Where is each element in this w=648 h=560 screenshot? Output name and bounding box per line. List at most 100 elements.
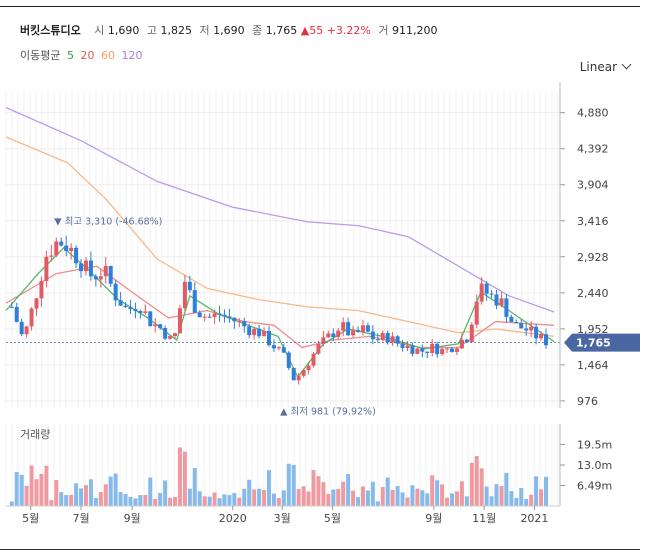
volume-label: 거 bbox=[378, 24, 389, 37]
volume-bar bbox=[484, 486, 489, 506]
volume-bar bbox=[390, 489, 395, 506]
candle-body bbox=[529, 326, 534, 331]
candle-body bbox=[168, 336, 173, 339]
candle-body bbox=[331, 333, 336, 338]
bottom-divider bbox=[0, 549, 640, 550]
candle-body bbox=[356, 330, 361, 332]
candle-body bbox=[435, 343, 440, 355]
volume-bar bbox=[19, 474, 24, 506]
volume-bar bbox=[276, 498, 281, 506]
candle-body bbox=[375, 339, 380, 341]
low-label: 저 bbox=[199, 24, 210, 37]
volume-tick-label: 6.49m bbox=[577, 480, 612, 493]
volume-bar bbox=[395, 486, 400, 506]
candle-body bbox=[385, 332, 390, 343]
candle-body bbox=[311, 353, 316, 366]
candle-body bbox=[454, 348, 459, 352]
volume-bar bbox=[222, 494, 227, 506]
candle-body bbox=[103, 265, 108, 277]
x-tick-label: 3월 bbox=[274, 512, 291, 525]
volume-bar bbox=[509, 491, 514, 506]
volume-bar bbox=[59, 492, 64, 506]
volume-bar bbox=[262, 489, 267, 506]
candle-body bbox=[395, 336, 400, 344]
candle-body bbox=[543, 334, 548, 346]
ma-legend-label: 이동평균 bbox=[20, 49, 61, 62]
volume-bar bbox=[311, 470, 316, 506]
quote-header: 버킷스튜디오 시 1,690 고 1,825 저 1,690 종 1,765 ▲… bbox=[20, 22, 438, 38]
candle-body bbox=[9, 306, 14, 308]
y-tick-label: 2,440 bbox=[577, 287, 609, 300]
volume-bar bbox=[242, 488, 247, 506]
volume-bar bbox=[331, 489, 336, 506]
last-price-tag bbox=[564, 333, 640, 352]
volume-bar bbox=[425, 493, 430, 506]
volume-bar bbox=[301, 486, 306, 506]
open-label: 시 bbox=[94, 24, 105, 37]
open-value: 1,690 bbox=[107, 24, 140, 37]
candle-body bbox=[405, 345, 410, 349]
candle-body bbox=[410, 345, 415, 354]
candlesticks bbox=[9, 235, 548, 385]
change-up-icon: ▲ bbox=[300, 24, 310, 37]
volume-bar bbox=[197, 491, 202, 506]
volume-bar bbox=[286, 463, 291, 506]
candle-body bbox=[148, 311, 153, 327]
volume-bar bbox=[153, 498, 158, 506]
volume-bar bbox=[9, 501, 14, 506]
scale-select[interactable]: Linear bbox=[580, 59, 632, 74]
volume-bar bbox=[168, 497, 173, 506]
volume-bar bbox=[454, 491, 459, 506]
candle-body bbox=[509, 316, 514, 322]
high-label: 고 bbox=[146, 24, 157, 37]
close-label: 종 bbox=[252, 24, 263, 37]
volume-bar bbox=[207, 496, 212, 506]
candle-body bbox=[499, 298, 504, 306]
candle-body bbox=[74, 247, 79, 264]
y-tick-label: 3,904 bbox=[577, 179, 609, 192]
volume-bar bbox=[291, 464, 296, 506]
volume-bar bbox=[519, 487, 524, 506]
candle-body bbox=[489, 293, 494, 295]
candle-body bbox=[197, 312, 202, 318]
volume-bar bbox=[400, 492, 405, 506]
x-tick-label: 2020 bbox=[219, 512, 247, 525]
volume-bar bbox=[445, 497, 450, 506]
candle-body bbox=[281, 347, 286, 353]
volume-bar bbox=[103, 484, 108, 506]
volume-bar bbox=[430, 475, 435, 506]
candle-body bbox=[29, 308, 34, 327]
candle-body bbox=[271, 345, 276, 349]
candle-body bbox=[276, 347, 281, 349]
last-price-label: 1,765 bbox=[576, 337, 611, 350]
volume-bar bbox=[163, 480, 168, 506]
candle-body bbox=[464, 339, 469, 343]
volume-bar bbox=[123, 494, 128, 506]
candle-body bbox=[49, 255, 54, 257]
candle-body bbox=[445, 348, 450, 350]
volume-bar bbox=[143, 494, 148, 506]
volume-bar bbox=[420, 490, 425, 506]
candle-body bbox=[252, 328, 257, 336]
candle-body bbox=[326, 333, 331, 338]
y-tick-label: 976 bbox=[577, 395, 598, 408]
candle-body bbox=[365, 325, 370, 332]
volume-bar bbox=[326, 493, 331, 506]
candle-body bbox=[514, 321, 519, 324]
volume-bar bbox=[44, 465, 49, 506]
volume-bar bbox=[415, 488, 420, 506]
candle-body bbox=[79, 263, 84, 272]
candle-body bbox=[524, 328, 529, 331]
candle-body bbox=[539, 334, 544, 339]
candle-body bbox=[44, 256, 49, 281]
candle-body bbox=[291, 367, 296, 381]
x-tick-label: 5월 bbox=[22, 512, 39, 525]
candle-body bbox=[336, 330, 341, 338]
candle-body bbox=[39, 280, 44, 299]
volume-bar bbox=[118, 492, 123, 506]
candle-body bbox=[123, 305, 128, 308]
x-tick-label: 2021 bbox=[520, 512, 548, 525]
candle-body bbox=[400, 343, 405, 349]
volume-bar bbox=[504, 472, 509, 506]
